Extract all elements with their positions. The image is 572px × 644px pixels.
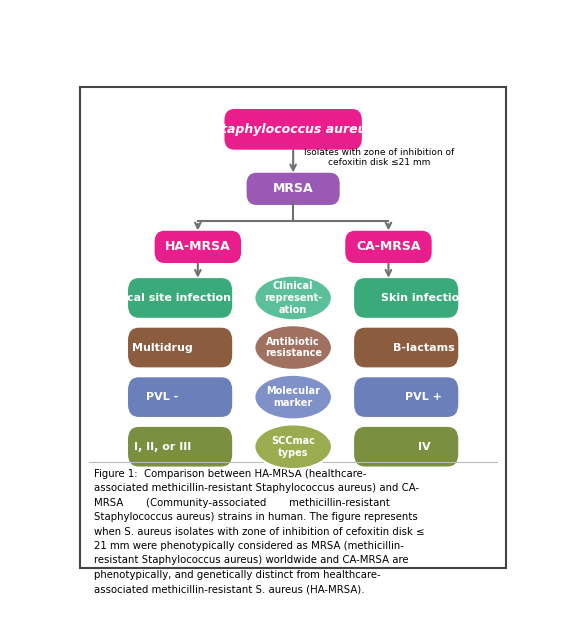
Ellipse shape [255,424,332,469]
Text: Staphylococcus aureus: Staphylococcus aureus [212,123,374,136]
Text: Figure 1:  Comparison between HA-MRSA (healthcare-
associated methicillin-resist: Figure 1: Comparison between HA-MRSA (he… [94,469,424,594]
Ellipse shape [255,276,332,320]
Ellipse shape [255,375,332,419]
FancyBboxPatch shape [80,87,506,568]
FancyBboxPatch shape [354,377,458,417]
Text: Antibiotic
resistance: Antibiotic resistance [265,337,321,358]
FancyBboxPatch shape [128,328,232,367]
Text: Multidrug: Multidrug [132,343,193,352]
Text: B-lactams: B-lactams [393,343,455,352]
Text: HA-MRSA: HA-MRSA [165,240,231,253]
FancyBboxPatch shape [354,427,458,466]
FancyBboxPatch shape [354,328,458,367]
FancyBboxPatch shape [128,427,232,466]
FancyBboxPatch shape [247,173,340,205]
FancyBboxPatch shape [128,377,232,417]
Text: PVL -: PVL - [146,392,178,402]
Text: SCCmac
types: SCCmac types [271,436,315,457]
FancyBboxPatch shape [224,109,362,149]
FancyBboxPatch shape [354,278,458,317]
Text: Surgical site infection: Surgical site infection [94,293,231,303]
Text: Skin infection: Skin infection [381,293,467,303]
FancyBboxPatch shape [128,278,232,317]
Text: MRSA: MRSA [273,182,313,195]
Text: Isolates with zone of inhibition of
cefoxitin disk ≤21 mm: Isolates with zone of inhibition of cefo… [304,148,455,167]
Text: Clinical
represent-
ation: Clinical represent- ation [264,281,322,314]
Text: Molecular
marker: Molecular marker [266,386,320,408]
FancyBboxPatch shape [154,231,241,263]
Text: CA-MRSA: CA-MRSA [356,240,421,253]
FancyBboxPatch shape [345,231,432,263]
Text: IV: IV [418,442,430,451]
Text: PVL +: PVL + [406,392,442,402]
Text: I, II, or III: I, II, or III [134,442,191,451]
Ellipse shape [255,325,332,370]
